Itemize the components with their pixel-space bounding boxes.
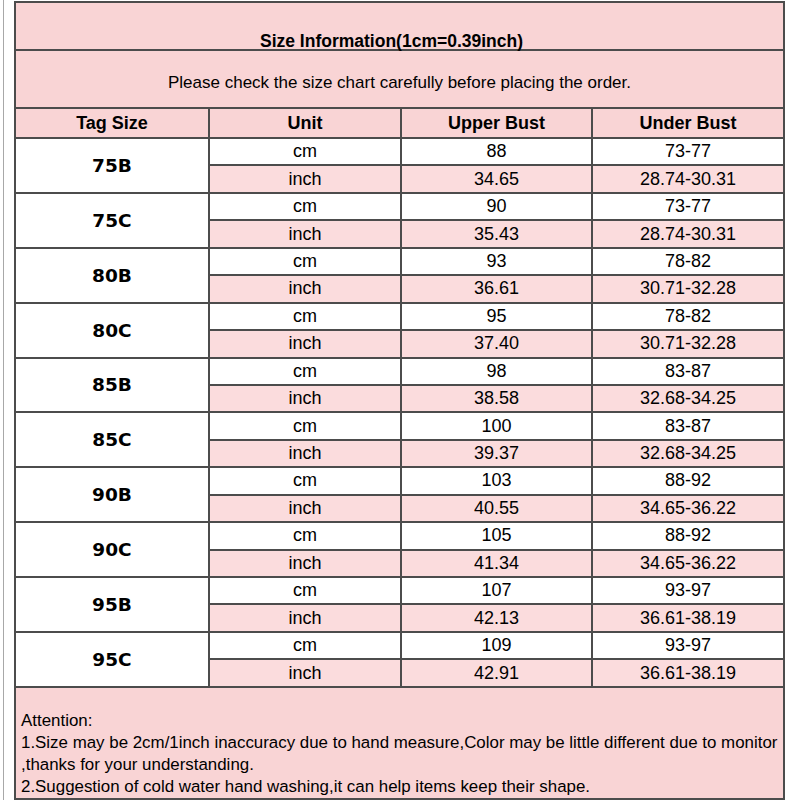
under-bust-cm-value: 73-77 (592, 138, 784, 165)
under-bust-inch-value: 34.65-36.22 (592, 550, 784, 577)
unit-label-inch: inch (209, 385, 401, 412)
attention-line-3: 2.Suggestion of cold water hand washing,… (21, 776, 783, 798)
unit-label-cm: cm (209, 412, 401, 439)
unit-label-cm: cm (209, 138, 401, 165)
attention-row: Attention: 1.Size may be 2cm/1inch inacc… (15, 687, 784, 799)
upper-bust-cm-value: 95 (401, 303, 592, 330)
upper-bust-cm-value: 98 (401, 358, 592, 385)
column-header-upper-bust: Upper Bust (401, 108, 592, 138)
column-header-row: Tag Size Unit Upper Bust Under Bust (15, 108, 784, 138)
upper-bust-inch-value: 42.13 (401, 604, 592, 631)
unit-label-cm: cm (209, 467, 401, 494)
tag-size-cell: 95C (15, 632, 209, 687)
unit-label-cm: cm (209, 303, 401, 330)
left-edge-line (3, 0, 4, 800)
under-bust-cm-value: 88-92 (592, 522, 784, 549)
size-row-cm: 90Ccm10588-92 (15, 522, 784, 549)
unit-label-inch: inch (209, 440, 401, 467)
unit-label-inch: inch (209, 220, 401, 247)
size-row-cm: 95Bcm10793-97 (15, 577, 784, 604)
under-bust-inch-value: 36.61-38.19 (592, 659, 784, 686)
upper-bust-cm-value: 90 (401, 193, 592, 220)
under-bust-cm-value: 83-87 (592, 412, 784, 439)
under-bust-cm-value: 78-82 (592, 303, 784, 330)
attention-heading: Attention: (21, 710, 783, 732)
unit-label-cm: cm (209, 193, 401, 220)
under-bust-inch-value: 30.71-32.28 (592, 330, 784, 357)
tag-size-cell: 75B (15, 138, 209, 193)
upper-bust-inch-value: 42.91 (401, 659, 592, 686)
size-chart-page: Size Information(1cm=0.39inch) Please ch… (0, 0, 800, 800)
upper-bust-cm-value: 88 (401, 138, 592, 165)
tag-size-cell: 85B (15, 358, 209, 413)
under-bust-inch-value: 34.65-36.22 (592, 495, 784, 522)
upper-bust-cm-value: 93 (401, 248, 592, 275)
under-bust-inch-value: 32.68-34.25 (592, 440, 784, 467)
under-bust-cm-value: 93-97 (592, 577, 784, 604)
unit-label-inch: inch (209, 550, 401, 577)
size-chart-table: Size Information(1cm=0.39inch) Please ch… (14, 1, 785, 800)
upper-bust-cm-value: 105 (401, 522, 592, 549)
tag-size-cell: 80B (15, 248, 209, 303)
unit-label-inch: inch (209, 659, 401, 686)
unit-label-cm: cm (209, 358, 401, 385)
tag-size-cell: 90C (15, 522, 209, 577)
size-row-cm: 75Ccm9073-77 (15, 193, 784, 220)
upper-bust-inch-value: 39.37 (401, 440, 592, 467)
attention-note: Attention: 1.Size may be 2cm/1inch inacc… (15, 687, 784, 799)
unit-label-cm: cm (209, 248, 401, 275)
unit-label-cm: cm (209, 632, 401, 659)
under-bust-inch-value: 32.68-34.25 (592, 385, 784, 412)
unit-label-inch: inch (209, 604, 401, 631)
size-row-cm: 85Bcm9883-87 (15, 358, 784, 385)
under-bust-cm-value: 73-77 (592, 193, 784, 220)
attention-line-1: 1.Size may be 2cm/1inch inaccuracy due t… (21, 732, 783, 754)
tag-size-cell: 80C (15, 303, 209, 358)
tag-size-cell: 95B (15, 577, 209, 632)
table-subtitle: Please check the size chart carefully be… (15, 50, 784, 108)
upper-bust-cm-value: 103 (401, 467, 592, 494)
unit-label-inch: inch (209, 275, 401, 302)
under-bust-inch-value: 36.61-38.19 (592, 604, 784, 631)
size-row-cm: 95Ccm10993-97 (15, 632, 784, 659)
tag-size-cell: 85C (15, 412, 209, 467)
upper-bust-inch-value: 38.58 (401, 385, 592, 412)
upper-bust-cm-value: 109 (401, 632, 592, 659)
unit-label-cm: cm (209, 577, 401, 604)
unit-label-inch: inch (209, 330, 401, 357)
size-row-cm: 80Bcm9378-82 (15, 248, 784, 275)
upper-bust-cm-value: 107 (401, 577, 592, 604)
tag-size-cell: 90B (15, 467, 209, 522)
upper-bust-inch-value: 40.55 (401, 495, 592, 522)
under-bust-cm-value: 88-92 (592, 467, 784, 494)
upper-bust-inch-value: 41.34 (401, 550, 592, 577)
under-bust-cm-value: 83-87 (592, 358, 784, 385)
size-row-cm: 85Ccm10083-87 (15, 412, 784, 439)
under-bust-cm-value: 93-97 (592, 632, 784, 659)
attention-line-2: ,thanks for your understanding. (21, 754, 783, 776)
column-header-under-bust: Under Bust (592, 108, 784, 138)
title-row: Size Information(1cm=0.39inch) (15, 2, 784, 50)
tag-size-cell: 75C (15, 193, 209, 248)
under-bust-inch-value: 30.71-32.28 (592, 275, 784, 302)
unit-label-inch: inch (209, 495, 401, 522)
upper-bust-cm-value: 100 (401, 412, 592, 439)
upper-bust-inch-value: 35.43 (401, 220, 592, 247)
table-title: Size Information(1cm=0.39inch) (16, 33, 767, 51)
unit-label-inch: inch (209, 165, 401, 192)
upper-bust-inch-value: 34.65 (401, 165, 592, 192)
size-row-cm: 90Bcm10388-92 (15, 467, 784, 494)
under-bust-inch-value: 28.74-30.31 (592, 220, 784, 247)
under-bust-inch-value: 28.74-30.31 (592, 165, 784, 192)
under-bust-cm-value: 78-82 (592, 248, 784, 275)
size-row-cm: 80Ccm9578-82 (15, 303, 784, 330)
upper-bust-inch-value: 37.40 (401, 330, 592, 357)
column-header-tag-size: Tag Size (15, 108, 209, 138)
upper-bust-inch-value: 36.61 (401, 275, 592, 302)
column-header-unit: Unit (209, 108, 401, 138)
size-row-cm: 75Bcm8873-77 (15, 138, 784, 165)
subtitle-row: Please check the size chart carefully be… (15, 50, 784, 108)
unit-label-cm: cm (209, 522, 401, 549)
